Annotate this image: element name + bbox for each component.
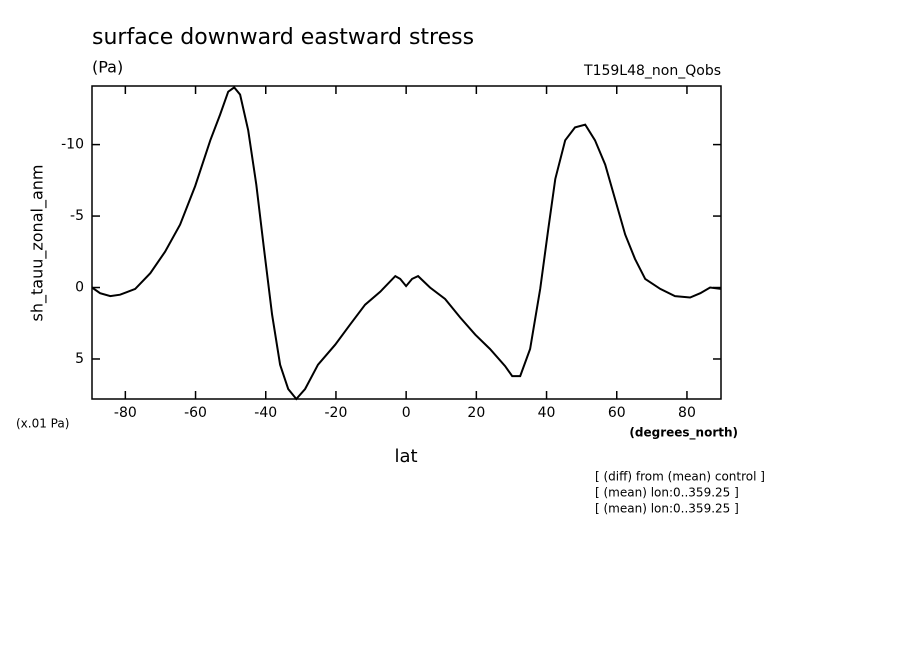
note: [ (diff) from (mean) control ] (595, 470, 765, 484)
x-axis-label: lat (394, 446, 417, 467)
data-line (91, 86, 722, 401)
plot-frame (91, 85, 722, 400)
x-tick-label: 40 (538, 405, 556, 421)
y-tick-label: -10 (61, 137, 84, 153)
x-tick-label: 80 (678, 405, 696, 421)
x-tick-label: -60 (184, 405, 207, 421)
note: [ (mean) lon:0..359.25 ] (595, 502, 739, 516)
units: (Pa) (92, 58, 123, 77)
chart-title: surface downward eastward stress (92, 25, 474, 50)
subtitle: T159L48_non_Qobs (583, 63, 721, 79)
y-tick-label: 5 (75, 351, 84, 367)
x-tick-label: 60 (608, 405, 626, 421)
x-tick-label: -80 (114, 405, 137, 421)
y-tick-label: -5 (70, 208, 84, 224)
note: [ (mean) lon:0..359.25 ] (595, 486, 739, 500)
x-tick-label: 20 (467, 405, 485, 421)
y-axis-label: sh_tauu_zonal_anm (28, 165, 48, 322)
x-tick-label: -40 (254, 405, 277, 421)
y-tick-label: 0 (75, 280, 84, 296)
x-tick-label: -20 (325, 405, 348, 421)
y-scale-note: (x.01 Pa) (16, 417, 69, 431)
x-units: (degrees_north) (629, 426, 738, 441)
x-tick-label: 0 (402, 405, 411, 421)
